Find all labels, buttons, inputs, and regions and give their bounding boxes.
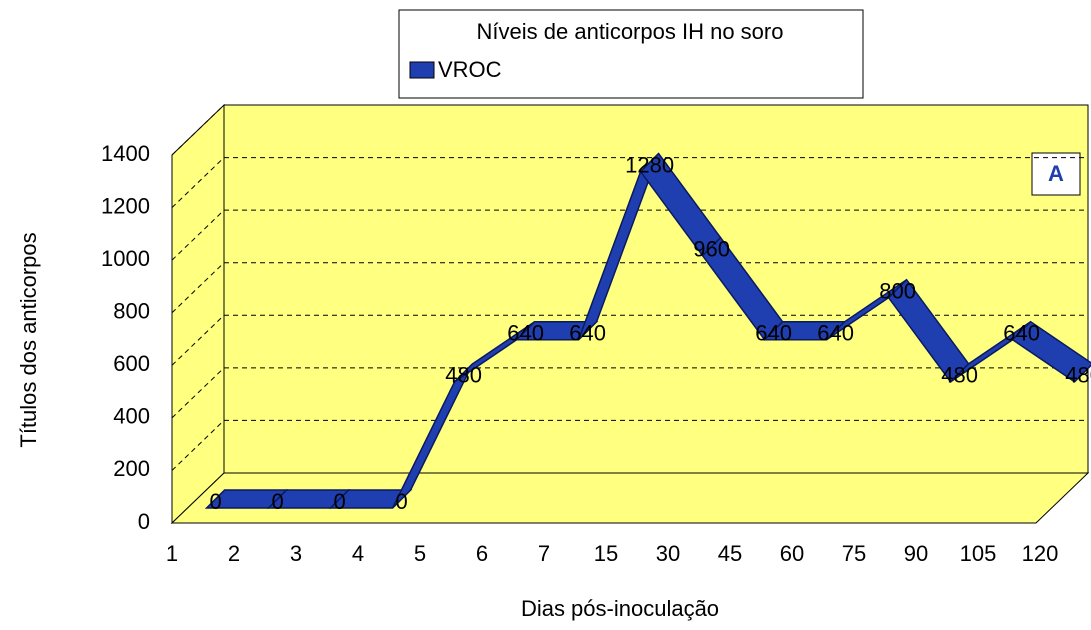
x-tick-label: 3 bbox=[290, 541, 302, 566]
data-label: 0 bbox=[209, 489, 221, 514]
y-tick-label: 400 bbox=[113, 404, 150, 429]
x-tick-label: 75 bbox=[842, 541, 866, 566]
x-axis-title: Dias pós-inoculação bbox=[521, 596, 719, 621]
data-label: 960 bbox=[693, 236, 730, 261]
data-label: 480 bbox=[1065, 363, 1091, 388]
grid-line bbox=[171, 314, 225, 366]
annotation-box bbox=[1031, 152, 1081, 196]
grid-line bbox=[171, 104, 225, 156]
x-tick-label: 60 bbox=[780, 541, 804, 566]
x-tick-label: 30 bbox=[656, 541, 680, 566]
y-tick-label: 600 bbox=[113, 351, 150, 376]
annotation: A bbox=[1048, 161, 1064, 186]
legend-label: VROC bbox=[438, 57, 502, 82]
grid-line bbox=[171, 262, 225, 314]
x-tick-label: 1 bbox=[166, 541, 178, 566]
grid-line bbox=[171, 157, 225, 208]
ribbon-segment bbox=[1011, 320, 1091, 383]
x-tick-label: 45 bbox=[718, 541, 742, 566]
grid-line bbox=[171, 209, 225, 261]
x-tick-label: 105 bbox=[960, 541, 997, 566]
x-tick-label: 2 bbox=[228, 541, 240, 566]
data-label: 640 bbox=[507, 321, 544, 346]
y-tick-label: 1000 bbox=[101, 246, 150, 271]
legend bbox=[398, 9, 864, 99]
y-tick-label: 1200 bbox=[101, 193, 150, 218]
y-tick-label: 0 bbox=[138, 509, 150, 534]
x-tick-label: 5 bbox=[414, 541, 426, 566]
data-label: 0 bbox=[271, 489, 283, 514]
y-tick-label: 800 bbox=[113, 299, 150, 324]
x-tick-label: 90 bbox=[904, 541, 928, 566]
legend-swatch bbox=[409, 61, 435, 79]
data-label: 640 bbox=[1003, 321, 1040, 346]
side-wall bbox=[171, 103, 225, 525]
data-label: 1280 bbox=[625, 152, 674, 177]
x-tick-label: 7 bbox=[538, 541, 550, 566]
data-label: 640 bbox=[817, 321, 854, 346]
data-label: 0 bbox=[395, 489, 407, 514]
y-tick-label: 200 bbox=[113, 456, 150, 481]
data-label: 640 bbox=[569, 321, 606, 346]
x-tick-label: 4 bbox=[352, 541, 364, 566]
grid-line bbox=[171, 420, 225, 471]
x-tick-label: 120 bbox=[1022, 541, 1059, 566]
data-label: 480 bbox=[445, 363, 482, 388]
y-axis-title: Títulos dos anticorpos bbox=[16, 232, 41, 447]
data-label: 480 bbox=[941, 363, 978, 388]
x-tick-label: 15 bbox=[594, 541, 618, 566]
y-tick-label: 1400 bbox=[101, 141, 150, 166]
data-label: 800 bbox=[879, 279, 916, 304]
x-tick-label: 6 bbox=[476, 541, 488, 566]
grid-line bbox=[171, 367, 225, 419]
data-label: 0 bbox=[333, 489, 345, 514]
data-label: 640 bbox=[755, 321, 792, 346]
legend-title: Níveis de anticorpos IH no soro bbox=[477, 19, 784, 44]
floor bbox=[170, 472, 1090, 524]
